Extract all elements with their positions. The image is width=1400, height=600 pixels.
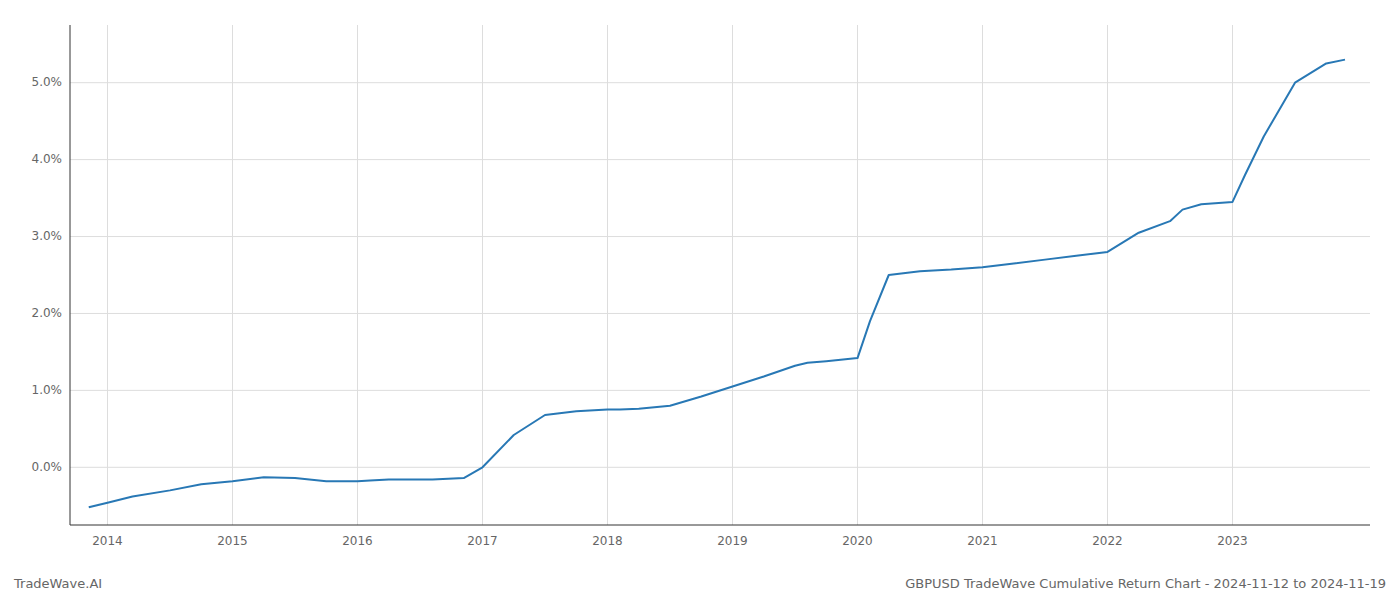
x-tick-label: 2022: [1092, 534, 1123, 548]
x-tick-label: 2020: [842, 534, 873, 548]
x-tick-label: 2023: [1217, 534, 1248, 548]
x-tick-label: 2019: [717, 534, 748, 548]
x-tick-label: 2016: [342, 534, 373, 548]
y-axis-line: [70, 25, 71, 525]
x-grid-line: [107, 25, 108, 525]
x-axis-line: [70, 525, 1370, 526]
y-grid-line: [70, 159, 1370, 160]
y-tick-label: 1.0%: [32, 383, 63, 397]
footer-left-text: TradeWave.AI: [13, 576, 102, 591]
y-tick-label: 3.0%: [32, 229, 63, 243]
grid: [70, 25, 1370, 525]
y-tick-label: 4.0%: [32, 152, 63, 166]
page: {"chart_data": { "type": "line", "title"…: [0, 0, 1400, 600]
x-tick-label: 2015: [217, 534, 248, 548]
x-tick-label: 2017: [467, 534, 498, 548]
x-grid-line: [357, 25, 358, 525]
y-grid-line: [70, 236, 1370, 237]
x-grid-line: [982, 25, 983, 525]
x-tick-label: 2014: [92, 534, 123, 548]
series-line: [89, 60, 1345, 508]
x-grid-line: [232, 25, 233, 525]
x-grid-line: [1232, 25, 1233, 525]
footer: TradeWave.AI GBPUSD TradeWave Cumulative …: [13, 576, 1386, 591]
y-tick-label: 2.0%: [32, 306, 63, 320]
x-tick-label: 2021: [967, 534, 998, 548]
x-tick-label: 2018: [592, 534, 623, 548]
x-grid-line: [732, 25, 733, 525]
x-grid-line: [857, 25, 858, 525]
plot-area: [89, 60, 1345, 508]
y-grid-line: [70, 82, 1370, 83]
y-grid-line: [70, 467, 1370, 468]
chart-title: GBPUSD TradeWave Cumulative Return Chart…: [905, 576, 1386, 591]
chart: 0.0% 1.0% 2.0% 3.0% 4.0% 5.0% 2014 2015 2016 2017…: [0, 0, 1400, 600]
x-grid-line: [482, 25, 483, 525]
x-grid-line: [607, 25, 608, 525]
y-tick-label: 0.0%: [32, 460, 63, 474]
y-grid-line: [70, 313, 1370, 314]
y-tick-label: 5.0%: [32, 75, 63, 89]
x-grid-line: [1107, 25, 1108, 525]
axes: 0.0% 1.0% 2.0% 3.0% 4.0% 5.0% 2014 2015 2016 2017…: [32, 25, 1371, 548]
